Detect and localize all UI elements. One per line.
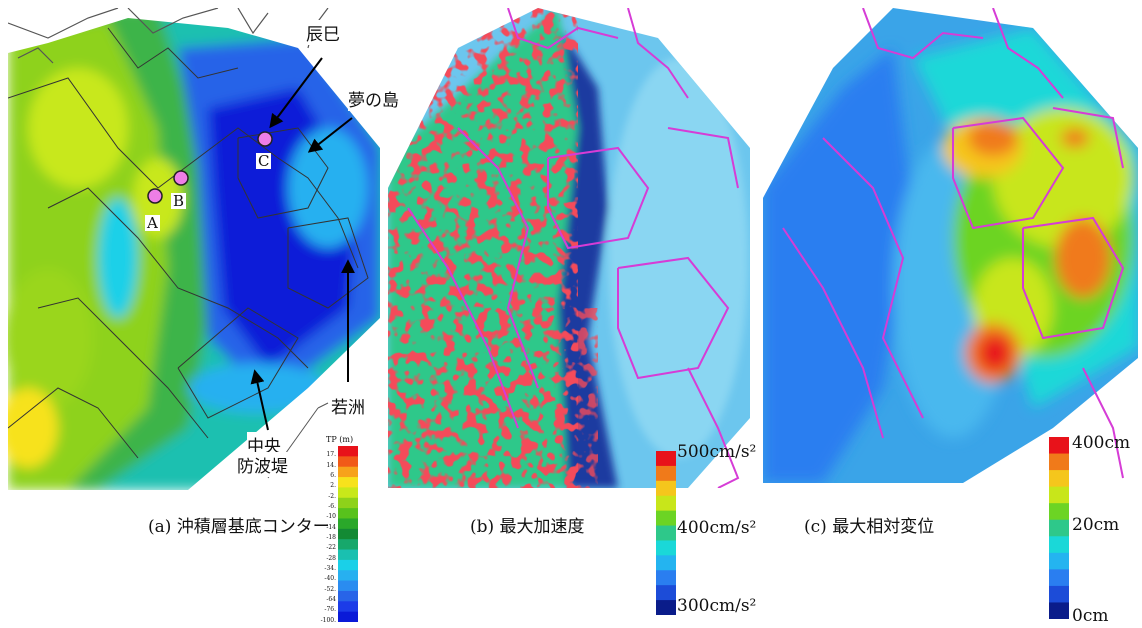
legend-b-top: 500cm/s²	[677, 442, 757, 462]
legend-a-tick: 2.	[330, 482, 336, 490]
legend-a-tick: -2.	[328, 492, 336, 500]
point-label-b: B	[171, 192, 187, 210]
caption-b: (b) 最大加速度	[470, 517, 585, 537]
legend-a-swatch	[338, 518, 358, 530]
panel-c-displacement-map	[763, 8, 1138, 483]
legend-a-swatch	[338, 508, 358, 519]
legend-c-swatch	[1049, 552, 1069, 570]
point-marker-a	[147, 188, 163, 204]
legend-a-swatch	[338, 528, 358, 540]
legend-a-tick: -40.	[324, 575, 336, 583]
legend-a-swatch	[338, 477, 358, 488]
point-label-c: C	[256, 152, 272, 170]
callout-yumenoshima: 夢の島	[348, 86, 399, 111]
legend-a-tick: 6.	[330, 471, 336, 479]
legend-b-swatch	[656, 451, 676, 467]
legend-a-swatch	[338, 466, 358, 478]
legend-c-swatch	[1049, 602, 1069, 619]
legend-c-swatch	[1049, 503, 1069, 521]
point-marker-b	[173, 170, 189, 186]
legend-a-title: TP (m)	[326, 435, 354, 444]
legend-c-top: 400cm	[1072, 433, 1131, 453]
legend-a-tick: -28	[326, 554, 336, 562]
legend-b-swatch	[656, 465, 676, 482]
legend-a-swatch	[338, 549, 358, 561]
legend-b-bottom: 300cm/s²	[677, 596, 757, 616]
legend-a-tick: -100.	[320, 616, 336, 624]
legend-b-colorbar	[656, 451, 676, 615]
legend-c-swatch	[1049, 519, 1069, 537]
legend-a-swatch	[338, 570, 358, 582]
legend-c-swatch	[1049, 453, 1069, 471]
legend-b-swatch	[656, 480, 676, 497]
legend-c-bottom: 0cm	[1072, 606, 1109, 626]
legend-a-tick: -52.	[324, 585, 336, 593]
legend-a-swatch	[338, 487, 358, 499]
legend-b-swatch	[656, 600, 676, 615]
legend-a-tick: -14	[326, 523, 336, 531]
legend-b-swatch	[656, 555, 676, 571]
callout-tatsumi: 辰巳	[306, 20, 340, 45]
legend-b-swatch	[656, 585, 676, 601]
caption-c: (c) 最大相対変位	[804, 517, 935, 537]
legend-a-swatch	[338, 601, 358, 613]
legend-a-swatch	[338, 456, 358, 468]
legend-b-swatch	[656, 570, 676, 586]
legend-a-swatch	[338, 590, 358, 602]
point-marker-c	[257, 131, 273, 147]
legend-a-tick: 14.	[326, 461, 336, 469]
legend-a-swatch	[338, 497, 358, 509]
callout-arrows	[250, 57, 355, 431]
legend-b-swatch	[656, 495, 676, 512]
legend-a-tick: 17.	[326, 451, 336, 459]
legend-c-swatch	[1049, 470, 1069, 488]
legend-a-swatch	[338, 580, 358, 592]
point-label-a: A	[145, 214, 160, 232]
legend-a-tick: -76.	[324, 606, 336, 614]
panel-b-acceleration-map	[388, 8, 750, 488]
legend-c-swatch	[1049, 585, 1069, 603]
legend-b-swatch	[656, 525, 676, 541]
legend-a-tick: -34.	[324, 565, 336, 573]
legend-a-tick: -18	[326, 534, 336, 541]
legend-a-tick: -22	[326, 544, 336, 552]
callout-wakasu: 若洲	[331, 393, 365, 418]
legend-b-swatch	[656, 540, 676, 556]
callout-chuo-line2: 防波堤	[237, 452, 288, 477]
legend-c-swatch	[1049, 536, 1069, 554]
legend-a-colorbar	[338, 446, 358, 622]
legend-b-mid: 400cm/s²	[677, 518, 757, 538]
caption-a: (a) 沖積層基底コンター	[148, 517, 330, 537]
legend-c-swatch	[1049, 437, 1069, 455]
legend-a-tick: -64	[326, 596, 336, 604]
legend-a-swatch	[338, 539, 358, 551]
legend-c-swatch	[1049, 569, 1069, 587]
legend-a-swatch	[338, 559, 358, 571]
legend-a-swatch	[338, 611, 358, 622]
legend-a-tick: -10	[326, 513, 336, 521]
legend-a-tick: -6.	[328, 502, 336, 510]
legend-a-swatch	[338, 446, 358, 457]
legend-c-mid: 20cm	[1072, 515, 1120, 535]
legend-a-ticks: 17. 14. 6. 2. -2. -6. -10 -14 -18 -22 -28 -34. -40. -…	[310, 446, 336, 624]
legend-c-swatch	[1049, 486, 1069, 504]
legend-c-colorbar	[1049, 437, 1069, 619]
legend-b-swatch	[656, 510, 676, 527]
